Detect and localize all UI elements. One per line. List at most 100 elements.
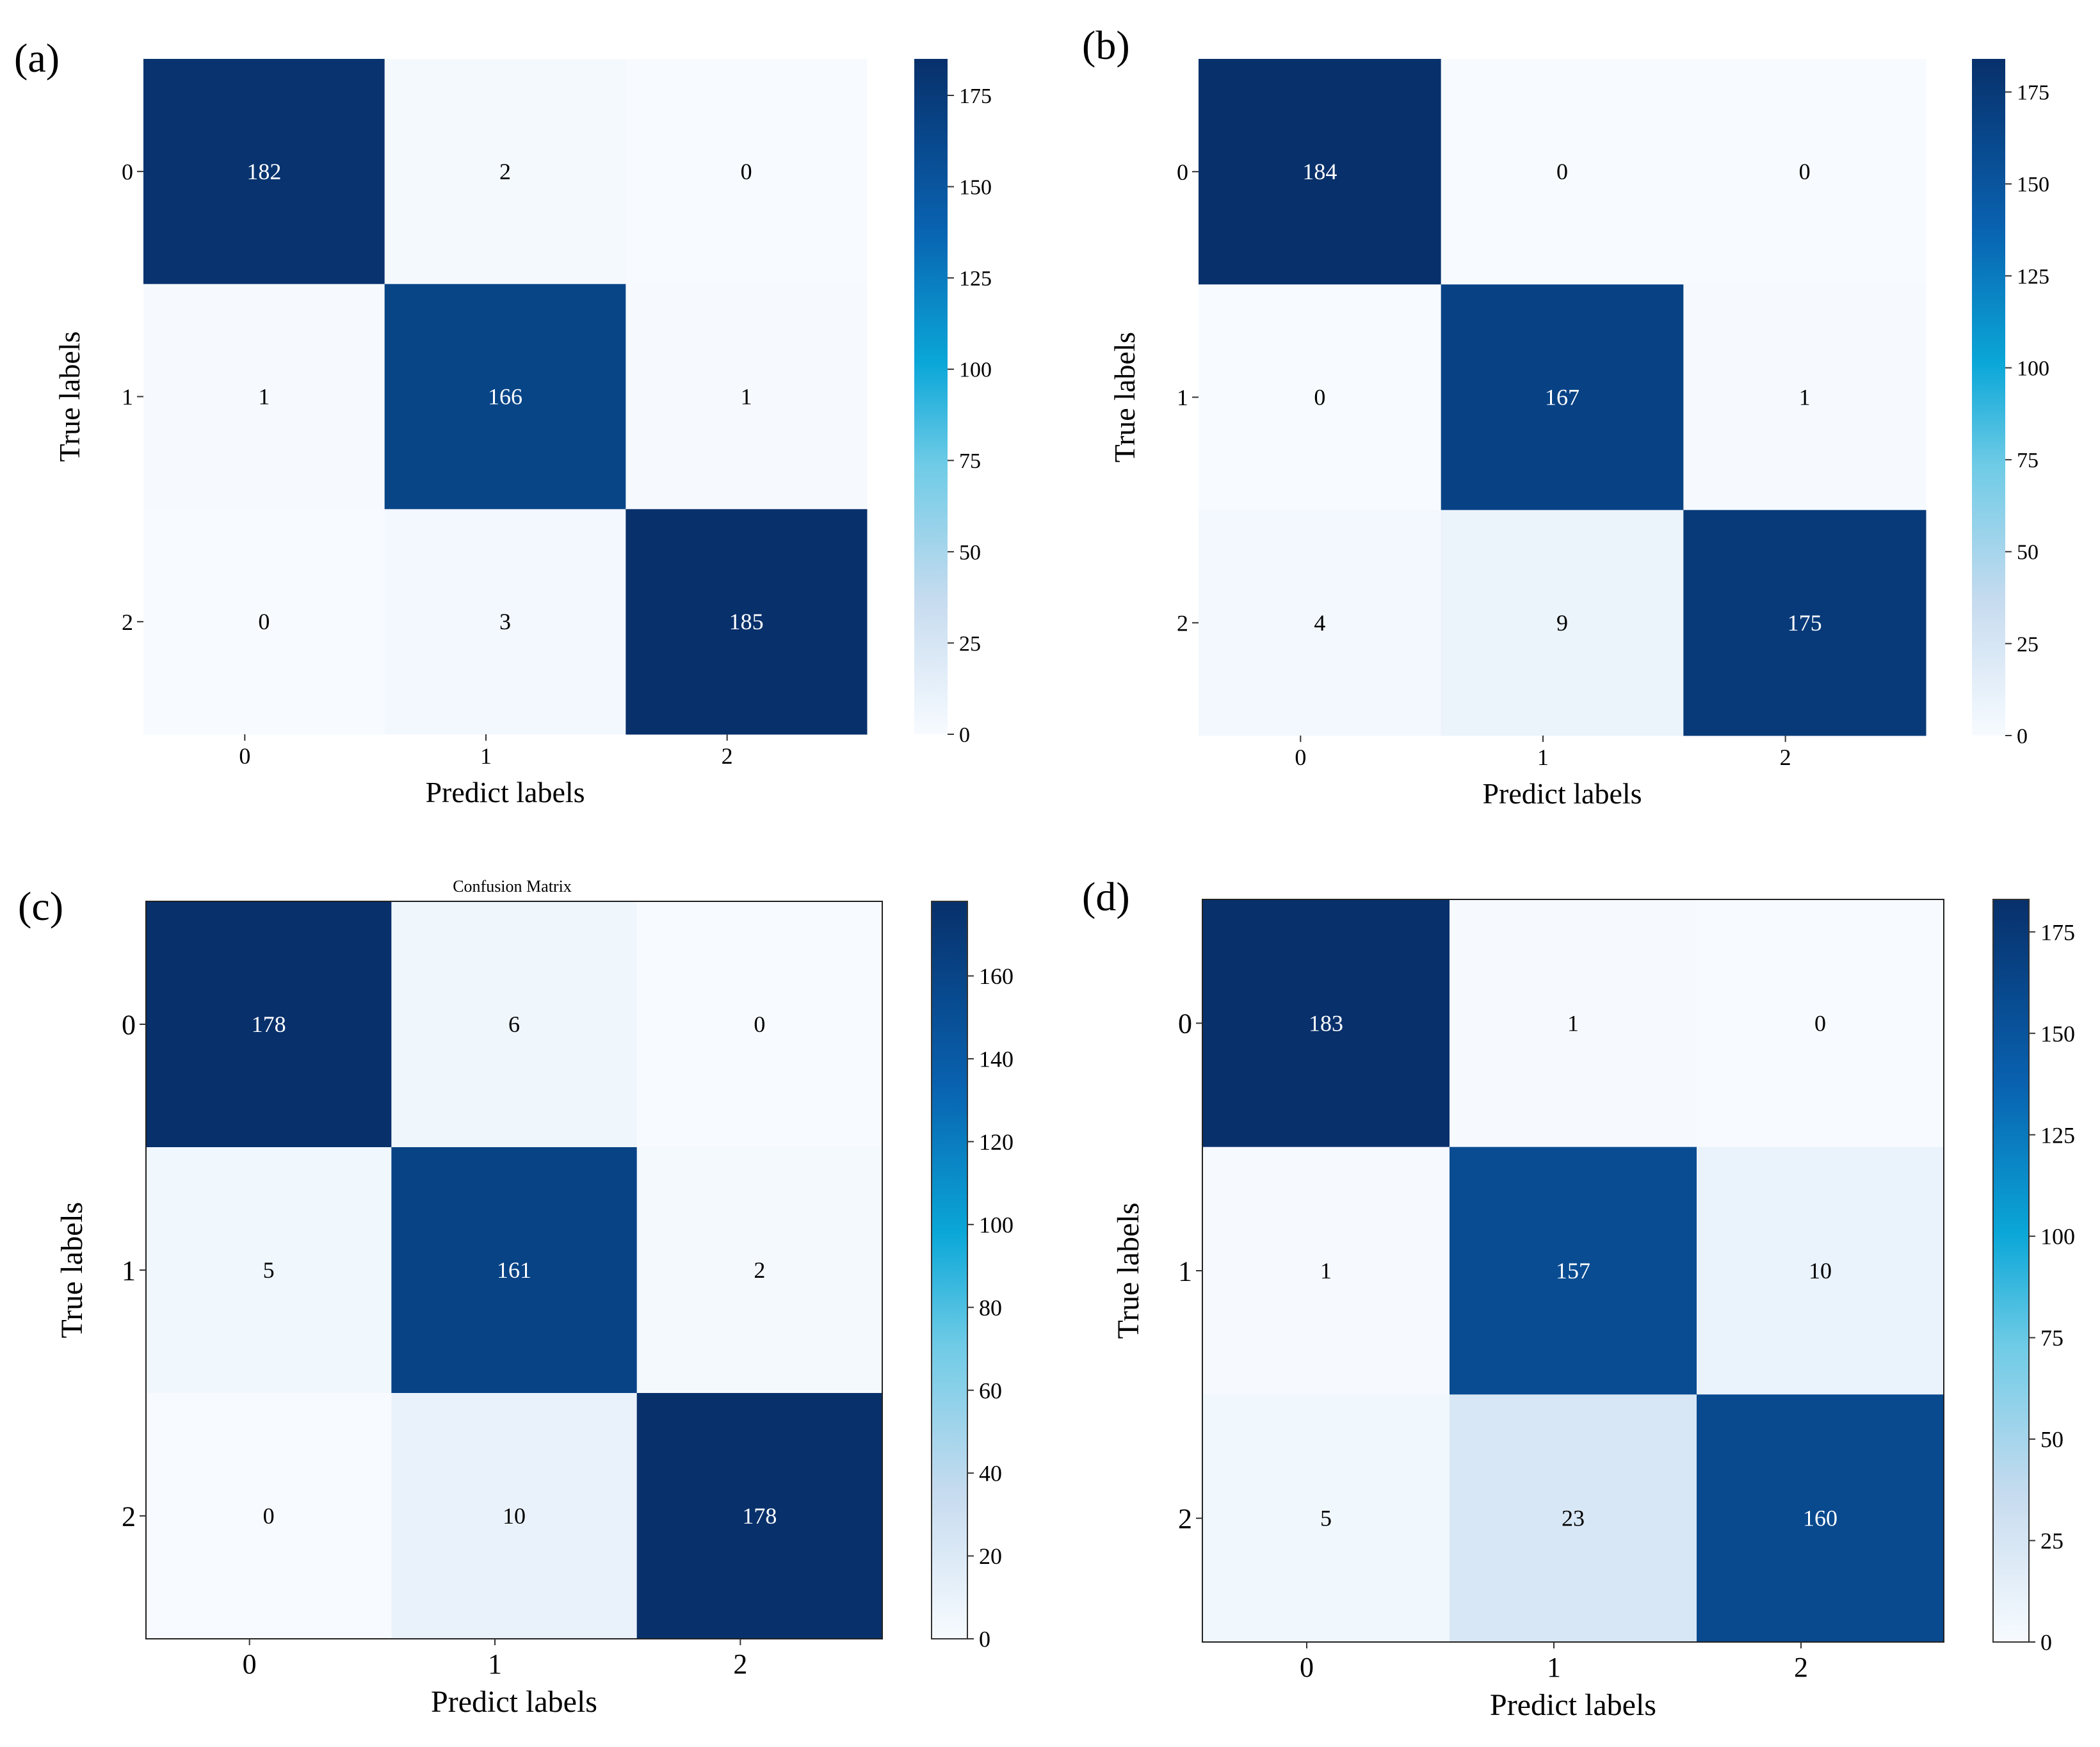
cell-value-2-0: 0: [258, 609, 270, 634]
cell-2-2: [626, 509, 868, 735]
panel-label: (d): [1082, 874, 1130, 919]
colorbar-tick-label: 0: [959, 723, 970, 747]
cell-value-0-0: 182: [246, 159, 281, 184]
cell-0-2: [636, 901, 883, 1148]
colorbar-tick-label: 160: [979, 963, 1014, 989]
cell-0-1: [1450, 899, 1697, 1148]
cell-value-0-2: 0: [1799, 159, 1811, 184]
cell-value-0-2: 0: [754, 1011, 765, 1037]
cell-0-0: [1199, 59, 1442, 285]
cell-1-1: [384, 284, 626, 510]
chart-title: Confusion Matrix: [453, 877, 572, 896]
colorbar-tick-label: 150: [959, 175, 992, 199]
x-tick-label: 2: [733, 1648, 747, 1680]
cell-value-2-2: 185: [729, 609, 764, 634]
cell-value-1-2: 1: [741, 384, 752, 410]
cell-0-2: [626, 59, 868, 285]
x-axis-label: Predict labels: [1490, 1688, 1656, 1722]
colorbar-tick-label: 75: [959, 449, 981, 473]
y-axis-label: True labels: [1111, 1203, 1145, 1339]
colorbar-tick-label: 0: [2017, 725, 2028, 748]
cell-value-0-1: 2: [499, 159, 511, 184]
x-tick-label: 0: [243, 1648, 257, 1680]
y-tick-label: 0: [1178, 1008, 1192, 1040]
cell-1-2: [1683, 284, 1926, 511]
cell-value-1-1: 157: [1556, 1258, 1590, 1284]
cell-value-0-1: 1: [1567, 1010, 1579, 1036]
x-tick-label: 1: [488, 1648, 502, 1680]
cell-2-2: [1697, 1394, 1944, 1643]
panel-a: (a) 182 2 0 1 166 1 0 3 185 0 1 2 0 1 2 Predict labels Tr…: [14, 35, 992, 809]
cell-1-0: [1202, 1147, 1450, 1395]
cell-0-1: [1441, 59, 1684, 285]
y-axis-label: True labels: [53, 331, 86, 462]
colorbar-tick-label: 60: [979, 1378, 1002, 1403]
y-axis-label: True labels: [55, 1202, 89, 1339]
panel-b: (b) 184 0 0 0 167 1 4 9 175 0 1 2 0 1 2 Predict labels Tr…: [1082, 22, 2049, 810]
y-tick-label: 1: [1178, 1255, 1192, 1287]
cell-1-2: [626, 284, 868, 510]
y-axis-label: True labels: [1108, 332, 1141, 462]
cell-0-2: [1683, 59, 1926, 285]
colorbar-tick-label: 50: [959, 541, 981, 565]
colorbar-tick-label: 125: [2040, 1122, 2075, 1148]
colorbar-tick-label: 25: [959, 632, 981, 656]
colorbar-tick-label: 25: [2017, 632, 2039, 656]
colorbar: [914, 59, 948, 734]
colorbar-tick-label: 175: [959, 85, 992, 108]
y-tick-label: 0: [122, 1009, 136, 1040]
colorbar-tick-label: 0: [979, 1627, 990, 1652]
x-tick-label: 2: [722, 743, 733, 769]
cell-2-0: [146, 1393, 392, 1639]
y-tick-label: 2: [122, 1501, 136, 1532]
cell-2-2: [1683, 510, 1926, 736]
colorbar-tick-label: 75: [2040, 1325, 2064, 1351]
colorbar-tick-label: 125: [2017, 265, 2049, 289]
cell-value-0-2: 0: [741, 159, 752, 184]
colorbar-tick-label: 75: [2017, 449, 2039, 472]
cell-1-0: [146, 1147, 392, 1394]
cell-value-0-1: 6: [508, 1011, 520, 1037]
colorbar-tick-label: 175: [2017, 81, 2049, 105]
x-axis-label: Predict labels: [1482, 777, 1642, 810]
cell-2-0: [1202, 1394, 1450, 1643]
cell-value-0-0: 184: [1302, 159, 1337, 184]
cell-value-1-1: 161: [497, 1257, 531, 1283]
colorbar-tick-label: 125: [959, 267, 992, 291]
cell-1-1: [1450, 1147, 1697, 1395]
cell-value-1-2: 10: [1809, 1258, 1832, 1284]
cell-2-1: [1441, 510, 1684, 736]
colorbar: [1992, 899, 2030, 1643]
cell-value-1-1: 166: [488, 384, 522, 410]
colorbar-tick-label: 40: [979, 1461, 1002, 1486]
colorbar-tick-label: 50: [2017, 541, 2039, 565]
x-axis-label: Predict labels: [431, 1685, 597, 1719]
cell-1-1: [1441, 284, 1684, 511]
cell-2-0: [143, 509, 385, 735]
y-tick-label: 2: [1177, 610, 1188, 636]
cell-0-0: [143, 59, 385, 285]
colorbar-tick-label: 0: [2040, 1630, 2052, 1655]
x-tick-label: 0: [1300, 1652, 1314, 1683]
cell-value-1-2: 2: [754, 1257, 765, 1283]
cell-value-1-2: 1: [1799, 385, 1811, 410]
cell-2-1: [391, 1393, 638, 1639]
x-tick-label: 2: [1794, 1652, 1808, 1683]
colorbar-tick-label: 120: [979, 1129, 1014, 1155]
colorbar-tick-label: 150: [2017, 173, 2049, 197]
cell-0-2: [1697, 899, 1944, 1148]
y-tick-label: 1: [122, 1255, 136, 1286]
cell-0-0: [146, 901, 392, 1148]
colorbar-tick-label: 150: [2040, 1021, 2075, 1047]
y-tick-label: 2: [122, 609, 133, 635]
colorbar: [1972, 59, 2005, 736]
colorbar-tick-label: 100: [2040, 1224, 2075, 1250]
cell-value-2-2: 175: [1788, 610, 1822, 636]
y-tick-label: 1: [1177, 385, 1188, 410]
cell-value-1-0: 5: [263, 1257, 275, 1283]
cell-value-1-0: 0: [1314, 385, 1325, 410]
panel-label: (c): [18, 883, 63, 929]
